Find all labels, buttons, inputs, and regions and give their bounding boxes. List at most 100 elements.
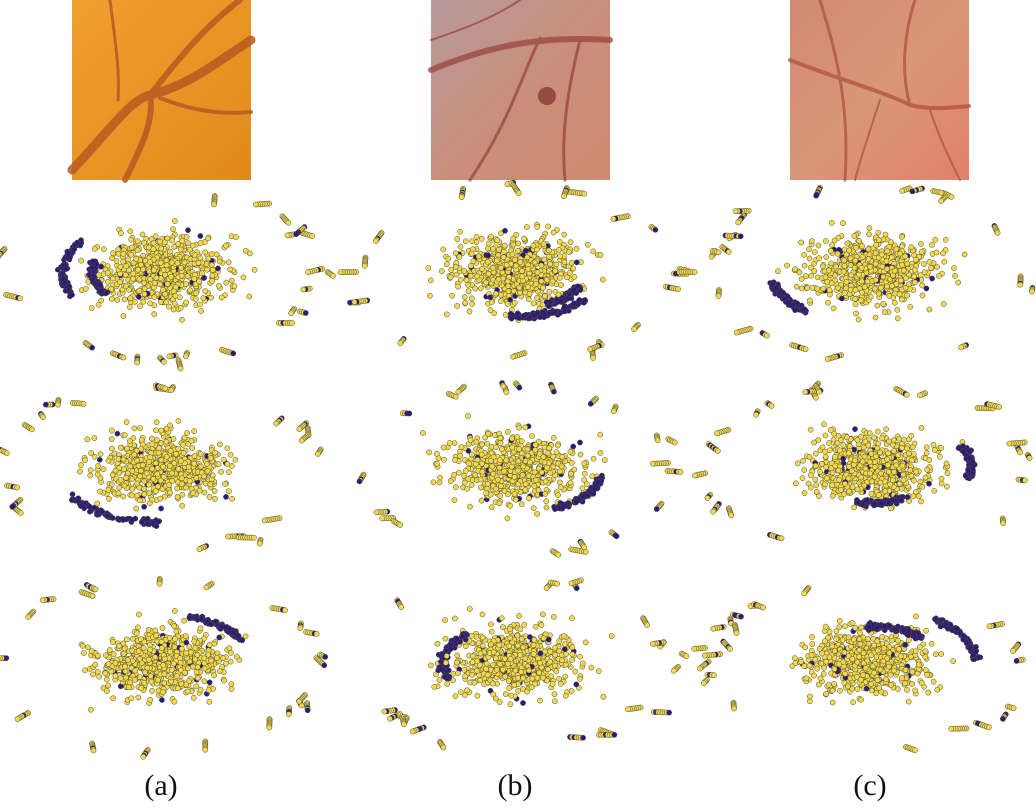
embedding-point	[577, 297, 582, 302]
embedding-point	[459, 195, 464, 200]
embedding-point	[519, 502, 524, 507]
embedding-point	[118, 477, 123, 482]
embedding-point	[164, 439, 169, 444]
embedding-point	[441, 457, 446, 462]
embedding-point	[841, 269, 846, 274]
embedding-point	[919, 249, 924, 254]
embedding-point	[569, 260, 574, 265]
embedding-point	[151, 247, 156, 252]
embedding-point	[398, 522, 403, 527]
embedding-point	[289, 311, 294, 316]
embedding-point	[214, 252, 219, 257]
embedding-point	[533, 447, 538, 452]
embedding-point	[849, 273, 854, 278]
embedding-point	[943, 237, 948, 242]
embedding-point	[802, 252, 807, 257]
embedding-point	[224, 280, 229, 285]
embedding-point	[672, 440, 677, 445]
embedding-point	[574, 260, 579, 265]
embedding-point	[912, 274, 917, 279]
embedding-point	[829, 281, 834, 286]
embedding-point	[105, 279, 110, 284]
embedding-point	[574, 499, 579, 504]
embedding-point	[924, 445, 929, 450]
embedding-point	[426, 266, 431, 271]
embedding-point	[128, 464, 133, 469]
embedding-point	[199, 308, 204, 313]
embedding-point	[123, 284, 128, 289]
embedding-point	[233, 457, 238, 462]
embedding-point	[526, 297, 531, 302]
embedding-point	[486, 241, 491, 246]
embedding-point	[859, 265, 864, 270]
embedding-point	[152, 312, 157, 317]
embedding-point	[469, 452, 474, 457]
embedding-point	[480, 461, 485, 466]
embedding-point	[556, 247, 561, 252]
embedding-point	[479, 442, 484, 447]
embedding-point	[847, 248, 852, 253]
embedding-point	[148, 455, 153, 460]
embedding-point	[123, 475, 128, 480]
embedding-point	[797, 270, 802, 275]
embedding-point	[912, 280, 917, 285]
embedding-point	[92, 246, 97, 251]
embedding-point	[109, 436, 114, 441]
embedding-point	[478, 485, 483, 490]
embedding-point	[247, 251, 252, 256]
embedding-point	[517, 385, 522, 390]
embedding-point	[565, 296, 570, 301]
embedding-point	[557, 469, 562, 474]
embedding-point	[118, 231, 123, 236]
embedding-point	[231, 351, 236, 356]
embedding-point	[493, 291, 498, 296]
embedding-point	[927, 307, 932, 312]
embedding-point	[62, 262, 67, 267]
embedding-point	[208, 482, 213, 487]
embedding-point	[154, 437, 159, 442]
embedding-point	[198, 233, 203, 238]
embedding-point	[140, 267, 145, 272]
embedding-point	[142, 240, 147, 245]
embedding-point	[60, 271, 65, 276]
embedding-point	[226, 470, 231, 475]
embedding-point	[181, 450, 186, 455]
embedding-point	[490, 266, 495, 271]
embedding-point	[844, 279, 849, 284]
embedding-point	[523, 481, 528, 486]
embedding-point	[98, 489, 103, 494]
embedding-point	[500, 270, 505, 275]
embedding-point	[10, 504, 15, 509]
embedding-point	[505, 301, 510, 306]
embedding-point	[145, 521, 150, 526]
embedding-point	[817, 256, 822, 261]
embedding-point	[841, 443, 846, 448]
embedding-point	[995, 230, 1000, 235]
embedding-point	[458, 244, 463, 249]
embedding-point	[1022, 478, 1027, 483]
embedding-point	[217, 442, 222, 447]
embedding-point	[297, 427, 302, 432]
embedding-point	[899, 297, 904, 302]
embedding-point	[551, 230, 556, 235]
embedding-point	[516, 482, 521, 487]
embedding-point	[785, 300, 790, 305]
embedding-point	[465, 282, 470, 287]
embedding-point	[959, 345, 964, 350]
embedding-point	[140, 463, 145, 468]
embedding-point	[876, 441, 881, 446]
embedding-point	[306, 270, 311, 275]
retina-image	[72, 0, 251, 180]
embedding-point	[222, 481, 227, 486]
embedding-point	[186, 464, 191, 469]
embedding-point	[866, 232, 871, 237]
embedding-point	[484, 491, 489, 496]
embedding-point	[812, 250, 817, 255]
embedding-point	[109, 286, 114, 291]
embedding-point	[116, 251, 121, 256]
embedding-point	[908, 304, 913, 309]
embedding-point	[452, 441, 457, 446]
embedding-point	[128, 229, 133, 234]
embedding-point	[453, 264, 458, 269]
embedding-point	[858, 298, 863, 303]
